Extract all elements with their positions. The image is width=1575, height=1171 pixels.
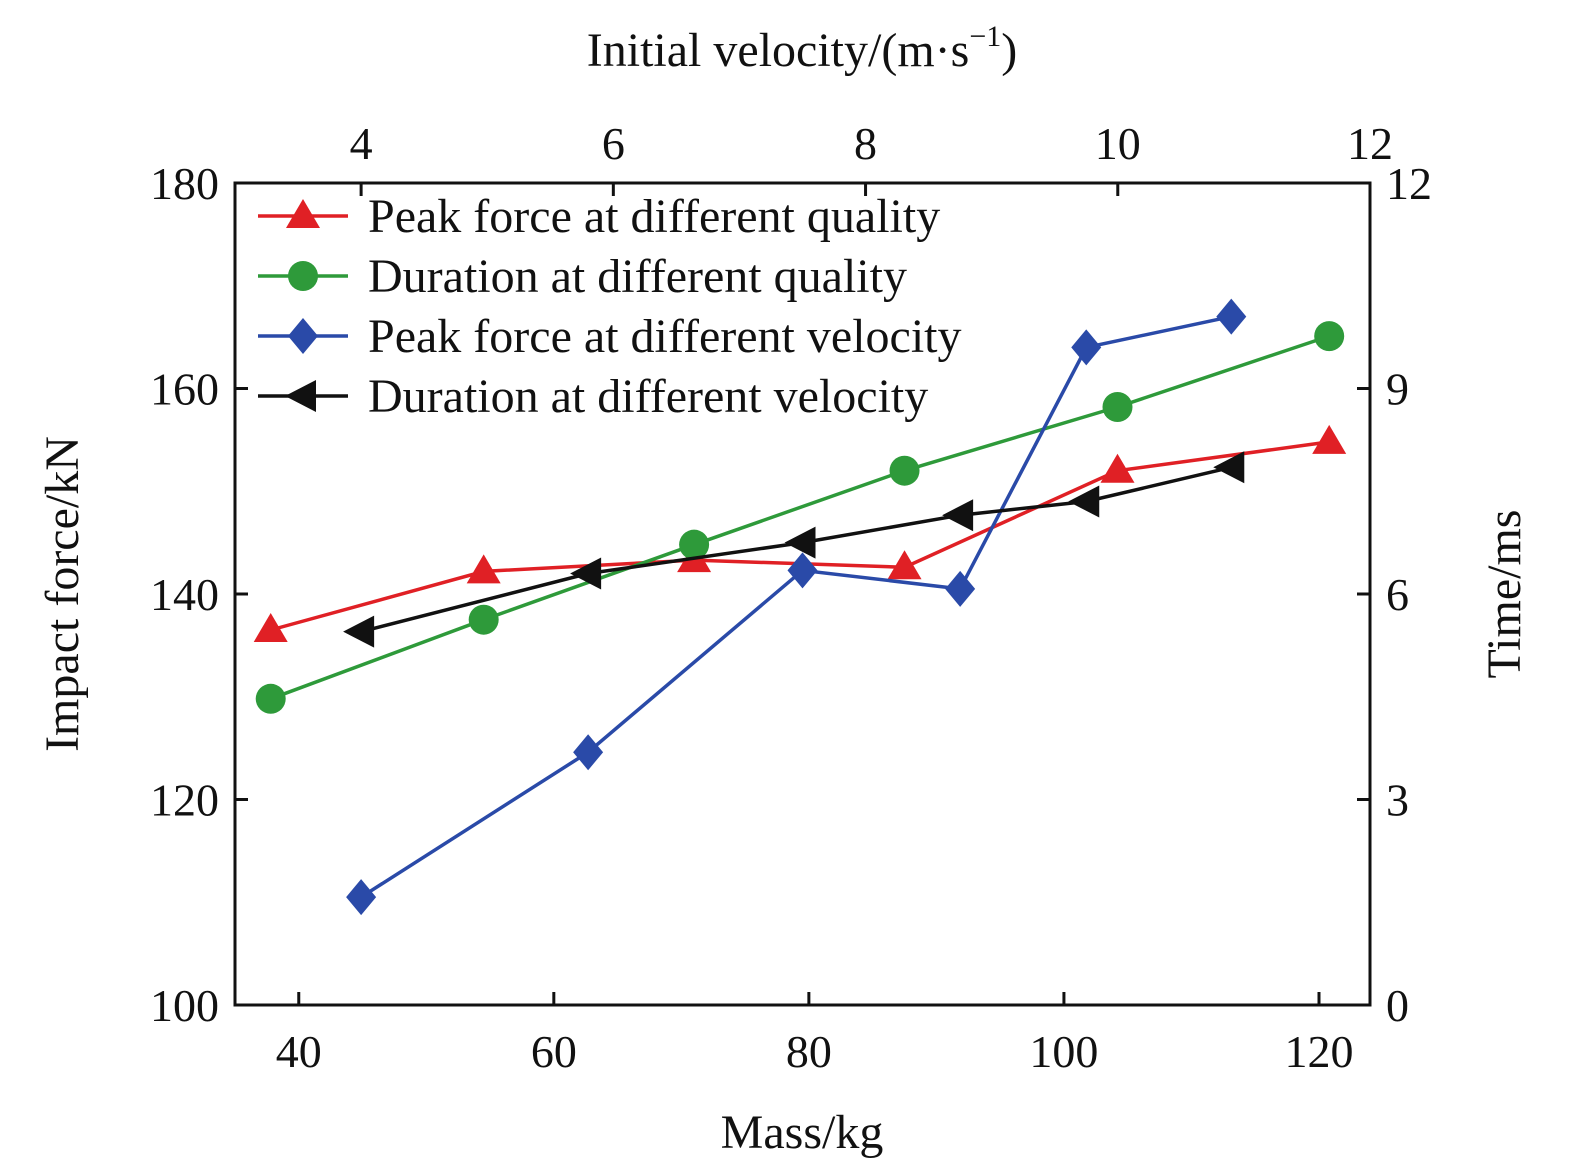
data-point — [1216, 298, 1247, 335]
legend-entry: Duration at different quality — [258, 250, 907, 303]
x-top-tick-label: 4 — [350, 118, 373, 169]
data-point — [343, 615, 375, 648]
data-point — [679, 529, 710, 560]
series-1 — [253, 424, 1347, 642]
data-point — [1100, 453, 1135, 483]
legend-marker — [288, 261, 318, 291]
legend-entry: Duration at different velocity — [258, 370, 928, 423]
data-point — [889, 455, 920, 486]
legend-marker — [285, 380, 316, 412]
x-bottom-tick-label: 120 — [1284, 1026, 1353, 1077]
legend-label: Peak force at different quality — [368, 190, 940, 243]
y-left-tick-label: 100 — [150, 980, 219, 1031]
x-bottom-tick-label: 40 — [276, 1026, 322, 1077]
x-bottom-tick-label: 80 — [786, 1026, 832, 1077]
legend-entry: Peak force at different velocity — [258, 310, 962, 363]
x-bottom-tick-label: 100 — [1029, 1026, 1098, 1077]
legend-marker — [288, 318, 318, 354]
right-axis-ticks: 0 3 6 9 12 — [1357, 158, 1432, 1031]
data-point — [253, 612, 288, 642]
x-axis-title-bottom: Mass/kg — [721, 1106, 884, 1159]
data-point — [1068, 485, 1100, 518]
top-axis-ticks: 4 6 8 10 12 — [350, 118, 1393, 196]
data-point — [784, 526, 816, 559]
series-layer — [253, 298, 1347, 916]
legend-entry: Peak force at different quality — [258, 190, 940, 243]
legend-label: Duration at different quality — [368, 250, 907, 303]
data-point — [1314, 321, 1345, 352]
y-right-tick-label: 12 — [1386, 158, 1432, 209]
legend-marker — [286, 199, 320, 228]
data-point — [1312, 424, 1347, 454]
legend-label: Peak force at different velocity — [368, 310, 962, 363]
y-axis-title-left: Impact force/kN — [36, 436, 89, 752]
data-point — [787, 552, 818, 589]
data-point — [942, 499, 974, 532]
bottom-axis-ticks: 40 60 80 100 120 — [276, 992, 1353, 1077]
y-right-tick-label: 0 — [1386, 980, 1409, 1031]
x-top-tick-label: 8 — [854, 118, 877, 169]
y-left-tick-label: 140 — [150, 569, 219, 620]
data-point — [1071, 329, 1102, 366]
data-point — [573, 734, 604, 771]
series-2 — [255, 321, 1345, 714]
series-line — [360, 314, 1232, 899]
y-axis-title-right: Time/ms — [1478, 510, 1531, 679]
x-top-tick-label: 6 — [602, 118, 625, 169]
y-left-tick-label: 180 — [150, 158, 219, 209]
data-point — [346, 879, 377, 916]
data-point — [255, 683, 286, 714]
series-line — [270, 334, 1330, 701]
x-top-tick-label: 12 — [1347, 118, 1393, 169]
series-line — [360, 465, 1232, 634]
y-right-tick-label: 6 — [1386, 569, 1409, 620]
data-point — [945, 570, 976, 607]
x-top-tick-label: 10 — [1095, 118, 1141, 169]
data-point — [570, 557, 602, 590]
left-axis-ticks: 100 120 140 160 180 — [150, 158, 248, 1031]
x-axis-title-top: Initial velocity/(m·s−1) — [587, 20, 1017, 77]
data-point — [887, 550, 922, 580]
x-axis-title-top-main: Initial velocity/(m·s — [587, 24, 970, 77]
data-point — [466, 554, 501, 584]
legend-label: Duration at different velocity — [368, 370, 928, 423]
series-3 — [346, 298, 1247, 916]
y-right-tick-label: 9 — [1386, 364, 1409, 415]
x-axis-title-top-close: ) — [1001, 24, 1017, 77]
series-4 — [343, 451, 1245, 648]
data-point — [1102, 391, 1133, 422]
x-axis-title-top-exponent: −1 — [969, 20, 1001, 53]
data-point — [468, 604, 499, 635]
legend: Peak force at different quality Duration … — [258, 190, 962, 423]
x-bottom-tick-label: 60 — [531, 1026, 577, 1077]
y-right-tick-label: 3 — [1386, 775, 1409, 826]
data-point — [1213, 451, 1245, 484]
y-left-tick-label: 160 — [150, 364, 219, 415]
y-left-tick-label: 120 — [150, 775, 219, 826]
